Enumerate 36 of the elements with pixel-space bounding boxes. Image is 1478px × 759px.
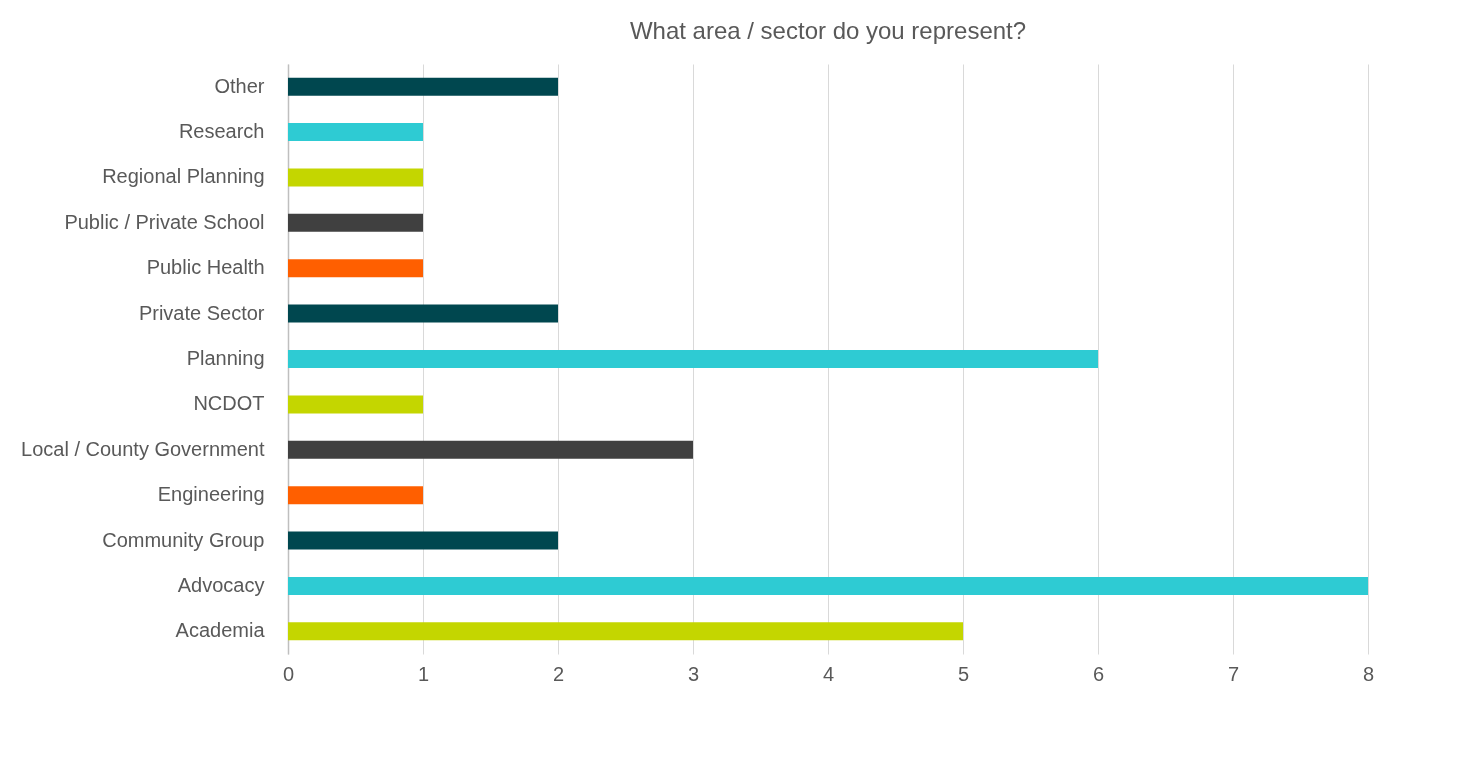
y-tick-label: Private Sector [138, 301, 265, 324]
bar [288, 259, 423, 278]
bar [288, 576, 1368, 595]
x-tick-label: 6 [1092, 662, 1105, 685]
y-tick-label: Advocacy [177, 573, 265, 596]
x-tick-label: 2 [552, 662, 565, 685]
x-tick-label: 4 [822, 662, 835, 685]
y-tick-label: Academia [175, 619, 266, 642]
y-tick-label: Local / County Government [21, 437, 265, 460]
y-tick-label: Regional Planning [102, 165, 265, 188]
y-tick-label: Planning [186, 347, 265, 369]
x-tick-label: 5 [957, 662, 970, 685]
bar [288, 440, 693, 459]
chart-title: What area / sector do you represent? [629, 17, 1027, 44]
y-tick-label: Public / Private School [64, 210, 265, 233]
bar [288, 168, 423, 187]
bar [288, 213, 423, 232]
y-tick-label: Community Group [102, 528, 265, 551]
y-tick-label: Public Health [146, 256, 265, 279]
x-tick-label: 7 [1227, 662, 1240, 685]
y-tick-label: Engineering [157, 483, 265, 506]
y-tick-label: Research [178, 120, 265, 143]
bar [288, 395, 423, 414]
y-tick-label: Other [214, 74, 265, 97]
bar [288, 531, 558, 550]
x-tick-label: 1 [417, 662, 430, 685]
x-tick-label: 8 [1362, 662, 1375, 685]
bar [288, 350, 1098, 368]
x-tick-label: 3 [687, 662, 700, 685]
bar [288, 123, 423, 142]
y-tick-label: NCDOT [193, 392, 265, 415]
bar [288, 77, 558, 96]
bar [288, 486, 423, 505]
bar [288, 622, 963, 641]
bar [288, 304, 558, 323]
x-tick-label: 0 [282, 662, 295, 685]
